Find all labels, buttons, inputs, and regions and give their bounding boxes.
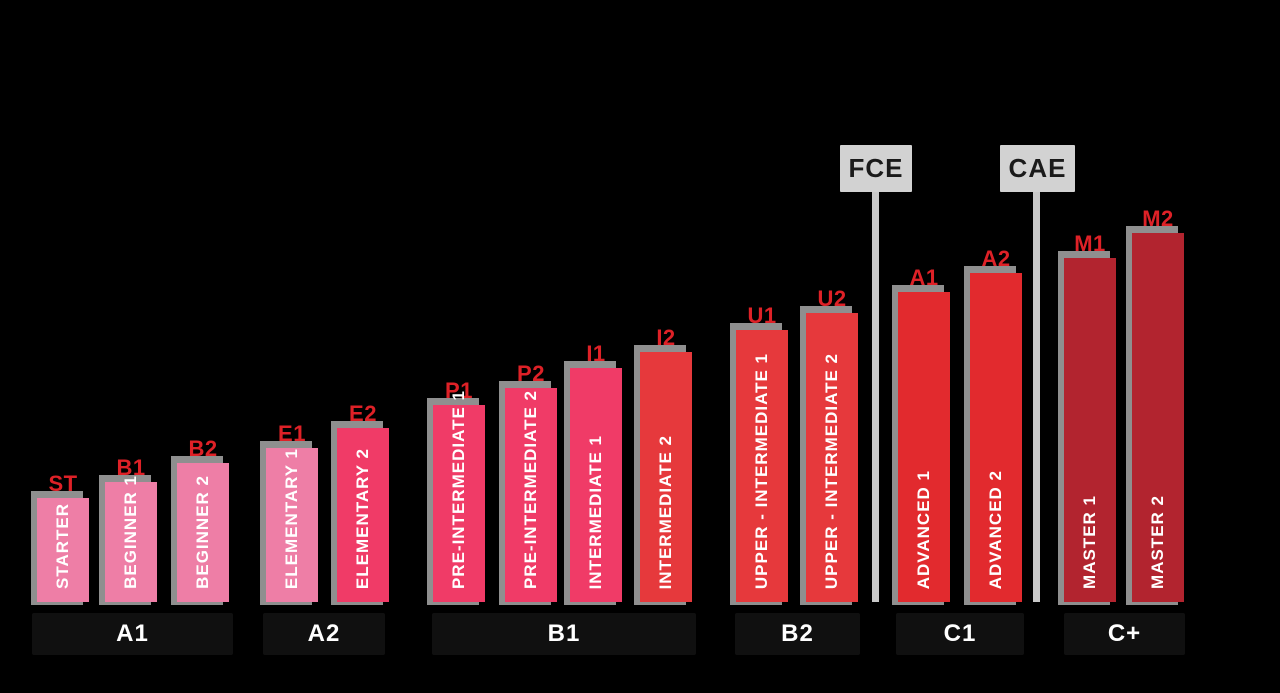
bar-label-master-2: MASTER 2 — [1148, 495, 1167, 589]
bar-label-upper-intermediate-2: UPPER - INTERMEDIATE 2 — [822, 352, 841, 589]
group-label-a1: A1 — [32, 613, 233, 655]
bar-code-intermediate-1: I1 — [586, 341, 606, 366]
group-label-c1: C1 — [896, 613, 1024, 655]
bar-label-master-1: MASTER 1 — [1080, 495, 1099, 589]
marker-sign-fce: FCE — [840, 145, 912, 192]
bar-label-advanced-2: ADVANCED 2 — [986, 469, 1005, 589]
bar-label-advanced-1: ADVANCED 1 — [914, 469, 933, 589]
bar-upper-intermediate-2: UPPER - INTERMEDIATE 2 — [806, 313, 858, 602]
bar-label-pre-intermediate-1: PRE-INTERMEDIATE 1 — [449, 389, 468, 589]
bar-label-upper-intermediate-1: UPPER - INTERMEDIATE 1 — [752, 352, 771, 589]
bar-advanced-2: ADVANCED 2 — [970, 273, 1022, 602]
group-label-c: C+ — [1064, 613, 1185, 655]
bar-label-starter: STARTER — [53, 502, 72, 589]
bar-intermediate-1: INTERMEDIATE 1 — [570, 368, 622, 602]
group-label-b2: B2 — [735, 613, 860, 655]
bar-intermediate-2: INTERMEDIATE 2 — [640, 352, 692, 602]
bar-master-1: MASTER 1 — [1064, 258, 1116, 602]
bar-label-intermediate-2: INTERMEDIATE 2 — [656, 434, 675, 589]
bar-label-intermediate-1: INTERMEDIATE 1 — [586, 434, 605, 589]
bar-upper-intermediate-1: UPPER - INTERMEDIATE 1 — [736, 330, 788, 602]
bar-label-elementary-1: ELEMENTARY 1 — [282, 447, 301, 589]
bar-label-beginner-2: BEGINNER 2 — [193, 475, 212, 589]
marker-sign-cae: CAE — [1000, 145, 1075, 192]
bar-pre-intermediate-2: PRE-INTERMEDIATE 2 — [505, 388, 557, 602]
bar-elementary-1: ELEMENTARY 1 — [266, 448, 318, 602]
bar-beginner-2: BEGINNER 2 — [177, 463, 229, 602]
bar-code-intermediate-2: I2 — [656, 325, 676, 350]
bar-advanced-1: ADVANCED 1 — [898, 292, 950, 602]
bar-pre-intermediate-1: PRE-INTERMEDIATE 1 — [433, 390, 485, 602]
bar-label-beginner-1: BEGINNER 1 — [121, 475, 140, 589]
group-label-b1: B1 — [432, 613, 696, 655]
group-label-a2: A2 — [263, 613, 385, 655]
bar-master-2: MASTER 2 — [1132, 233, 1184, 602]
bar-label-pre-intermediate-2: PRE-INTERMEDIATE 2 — [521, 389, 540, 589]
marker-line-cae — [1033, 192, 1040, 602]
bar-starter: STARTER — [37, 498, 89, 602]
bar-beginner-1: BEGINNER 1 — [105, 475, 157, 602]
marker-line-fce — [872, 192, 879, 602]
bar-label-elementary-2: ELEMENTARY 2 — [353, 447, 372, 589]
bar-elementary-2: ELEMENTARY 2 — [337, 428, 389, 602]
